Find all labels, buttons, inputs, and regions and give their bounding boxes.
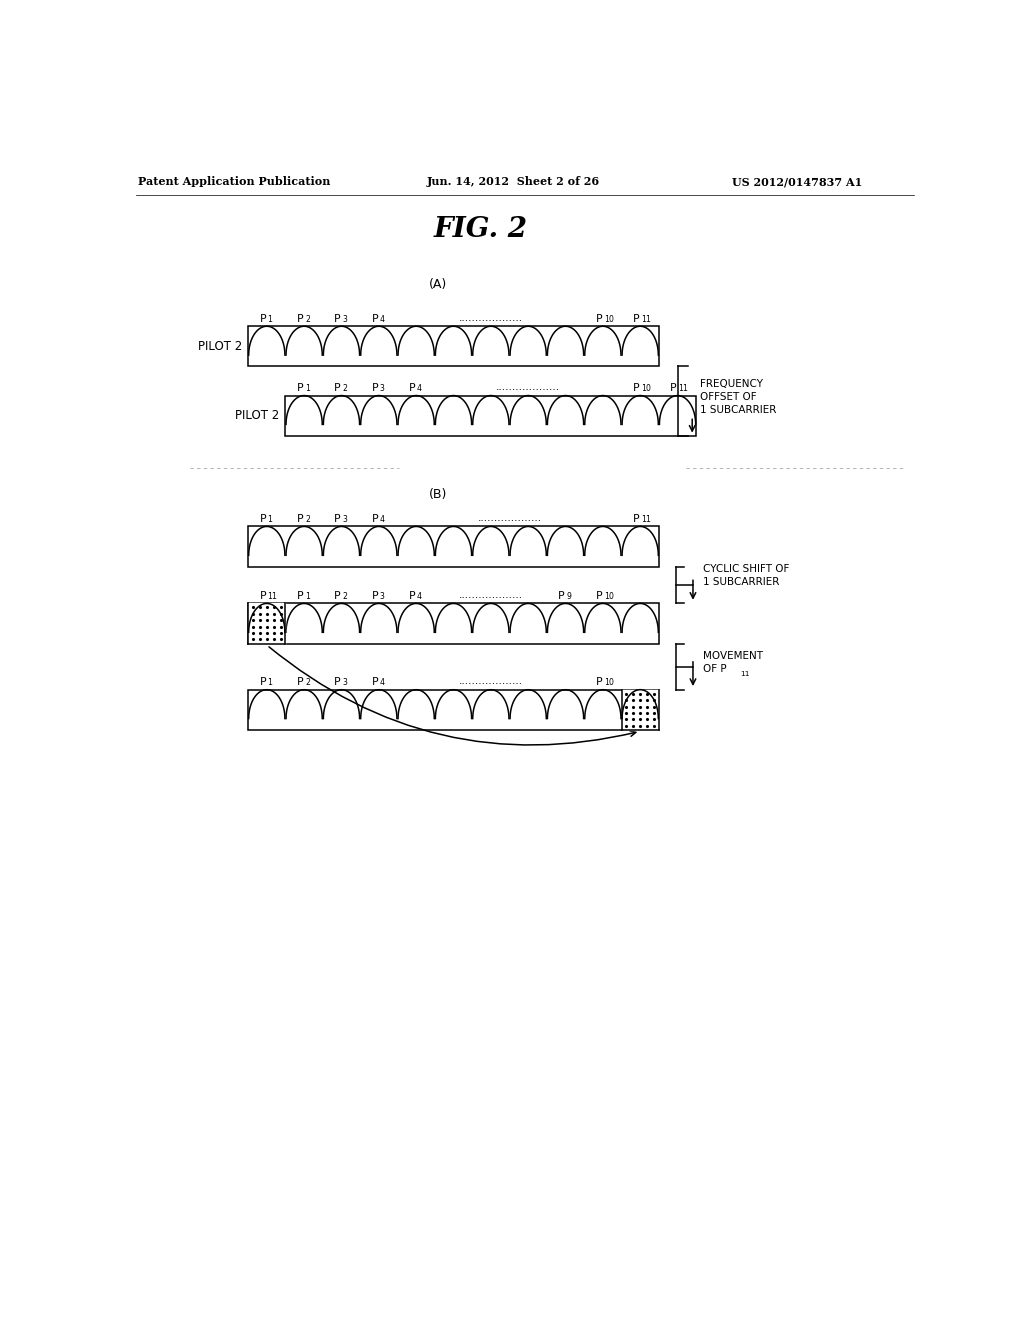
Text: P: P [633,383,639,393]
Text: ...................: ................... [459,676,523,686]
Text: P: P [558,591,565,601]
Text: P: P [297,677,303,686]
Text: P: P [334,677,341,686]
Text: 4: 4 [380,678,385,686]
Polygon shape [248,603,286,644]
Text: P: P [259,591,266,601]
Text: (A): (A) [429,277,447,290]
Text: 4: 4 [380,515,385,524]
Text: 4: 4 [417,591,422,601]
Text: 10: 10 [603,591,613,601]
Bar [248,527,658,566]
Text: P: P [297,383,303,393]
Text: (B): (B) [429,488,447,502]
Text: ...................: ................... [459,590,523,601]
Text: P: P [409,591,416,601]
Text: 11: 11 [267,591,278,601]
Text: 3: 3 [342,678,347,686]
Text: P: P [334,591,341,601]
Text: P: P [297,513,303,524]
Text: 4: 4 [417,384,422,393]
Bar [286,396,696,436]
Text: 2: 2 [342,591,347,601]
Text: P: P [297,314,303,323]
Text: PILOT 2: PILOT 2 [198,339,242,352]
Text: P: P [334,314,341,323]
Text: 1: 1 [267,515,272,524]
Polygon shape [622,689,658,730]
Text: P: P [372,314,378,323]
Text: FIG. 2: FIG. 2 [433,216,527,243]
Text: P: P [596,314,602,323]
Text: P: P [633,314,639,323]
Text: PILOT 2: PILOT 2 [236,409,280,422]
Text: P: P [372,677,378,686]
Bar [248,689,658,730]
Text: P: P [334,513,341,524]
Text: 11: 11 [740,671,750,677]
Text: P: P [596,591,602,601]
Text: Jun. 14, 2012  Sheet 2 of 26: Jun. 14, 2012 Sheet 2 of 26 [426,176,599,187]
Text: P: P [372,591,378,601]
Text: 2: 2 [342,384,347,393]
Text: 11: 11 [678,384,688,393]
Text: FREQUENCY
OFFSET OF
1 SUBCARRIER: FREQUENCY OFFSET OF 1 SUBCARRIER [700,379,776,414]
Text: ...................: ................... [477,513,542,523]
Text: P: P [409,383,416,393]
Text: US 2012/0147837 A1: US 2012/0147837 A1 [732,176,863,187]
Text: P: P [633,513,639,524]
Text: Patent Application Publication: Patent Application Publication [138,176,331,187]
Text: ...................: ................... [459,313,523,323]
Text: 1: 1 [267,314,272,323]
Text: 3: 3 [380,591,384,601]
Text: 11: 11 [641,515,651,524]
Text: P: P [670,383,677,393]
Text: P: P [297,591,303,601]
Text: 1: 1 [267,678,272,686]
Text: 1: 1 [305,591,310,601]
Text: 10: 10 [641,384,651,393]
Text: 2: 2 [305,314,310,323]
Text: P: P [372,383,378,393]
Text: 4: 4 [380,314,385,323]
Text: 2: 2 [305,515,310,524]
Text: CYCLIC SHIFT OF
1 SUBCARRIER: CYCLIC SHIFT OF 1 SUBCARRIER [703,565,790,587]
Text: 2: 2 [305,678,310,686]
Text: P: P [372,513,378,524]
Text: ...................: ................... [496,381,560,392]
Text: P: P [259,314,266,323]
Text: 11: 11 [641,314,651,323]
Text: 3: 3 [380,384,384,393]
Text: 10: 10 [603,678,613,686]
Text: P: P [334,383,341,393]
Text: P: P [259,513,266,524]
Text: MOVEMENT
OF P: MOVEMENT OF P [703,651,763,675]
Bar [248,326,658,367]
Text: 3: 3 [342,515,347,524]
Text: 1: 1 [305,384,310,393]
Text: 3: 3 [342,314,347,323]
Text: 10: 10 [603,314,613,323]
Bar [248,603,658,644]
Text: P: P [259,677,266,686]
Text: 9: 9 [566,591,571,601]
Text: P: P [596,677,602,686]
